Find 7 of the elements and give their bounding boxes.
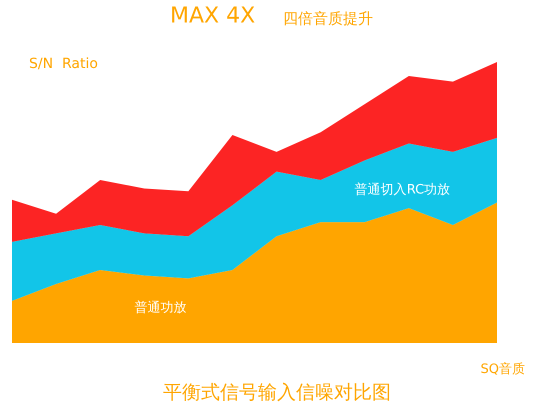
- series-label: 普通功放: [134, 299, 186, 316]
- chart-subtitle: 四倍音质提升: [283, 10, 373, 28]
- series-label: 普通切入RC功放: [354, 181, 450, 198]
- x-axis-title: SQ音质: [480, 362, 525, 377]
- text: 平衡式信号输入信噪对比图: [163, 382, 391, 404]
- y-axis-title: S/N Ratio: [29, 56, 98, 72]
- chart-title: MAX 4X: [170, 4, 256, 28]
